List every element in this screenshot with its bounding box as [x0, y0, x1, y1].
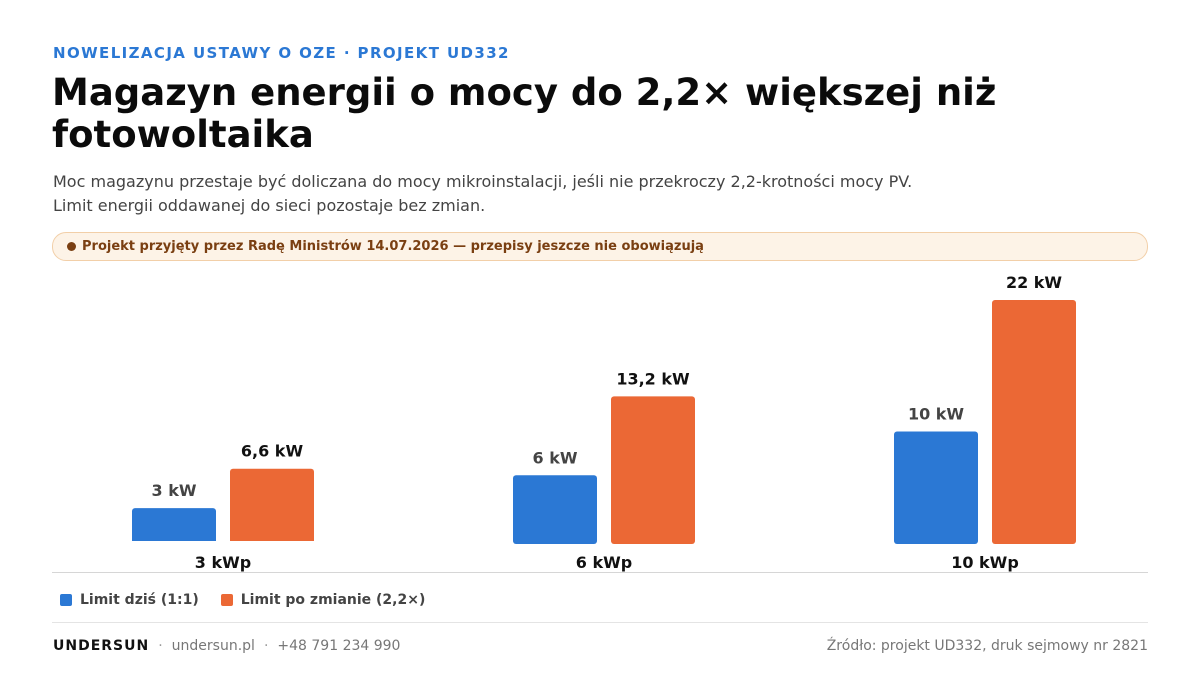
bar-current-2: [894, 431, 978, 544]
page-title: Magazyn energii o mocy do 2,2× większej …: [52, 71, 997, 156]
bar-new-1: [611, 396, 695, 544]
footer-divider: [52, 622, 1148, 623]
x-tick-label-0: 3 kWp: [195, 553, 251, 572]
x-tick-label-1: 6 kWp: [576, 553, 632, 572]
axis-divider: [52, 572, 1148, 573]
kicker: NOWELIZACJA USTAWY O OZE · PROJEKT UD332: [53, 44, 510, 62]
page-subtitle: Moc magazynu przestaje być doliczana do …: [53, 172, 913, 215]
data-label-current-0: 3 kW: [152, 481, 197, 500]
bar-current-1: [513, 475, 597, 544]
status-badge: Projekt przyjęty przez Radę Ministrów 14…: [52, 232, 1148, 261]
chart-legend: Limit dziś (1:1) Limit po zmianie (2,2×): [60, 592, 447, 608]
bar-new-0: [230, 468, 314, 544]
status-dot-icon: [67, 242, 76, 251]
bar-new-2: [992, 300, 1076, 544]
data-label-current-1: 6 kW: [533, 448, 578, 467]
bar-current-0: [132, 508, 216, 544]
legend-swatch-new: [220, 594, 233, 606]
data-label-new-0: 6,6 kW: [241, 442, 304, 461]
data-label-current-2: 10 kW: [908, 404, 964, 423]
data-label-new-1: 13,2 kW: [616, 369, 690, 388]
footer-separator: ·: [158, 638, 163, 654]
data-label-new-2: 22 kW: [1006, 273, 1062, 292]
footer-source: Źródło: projekt UD332, druk sejmowy nr 2…: [826, 638, 1148, 654]
baseline-mask: [0, 541, 1200, 547]
footer-website-link[interactable]: undersun.pl: [171, 638, 255, 654]
brand-name: UNDERSUN: [53, 638, 150, 654]
x-tick-label-2: 10 kWp: [951, 553, 1019, 572]
legend-swatch-current: [60, 594, 72, 606]
status-text: Projekt przyjęty przez Radę Ministrów 14…: [82, 239, 704, 254]
legend-item-current: Limit dziś (1:1): [60, 592, 199, 608]
legend-item-new: Limit po zmianie (2,2×): [220, 592, 426, 608]
legend-label-current: Limit dziś (1:1): [80, 592, 199, 608]
footer-phone[interactable]: +48 791 234 990: [277, 638, 401, 654]
footer-contact: UNDERSUN · undersun.pl · +48 791 234 990: [53, 638, 400, 654]
footer: UNDERSUN · undersun.pl · +48 791 234 990 Źró…: [53, 638, 1148, 654]
footer-separator: ·: [263, 638, 269, 654]
bar-chart: 3 kW 6,6 kW 3 kWp 6 kW 13,2 kW 6 kWp 10 kW 22 k…: [0, 273, 1200, 572]
legend-label-new: Limit po zmianie (2,2×): [240, 592, 426, 608]
